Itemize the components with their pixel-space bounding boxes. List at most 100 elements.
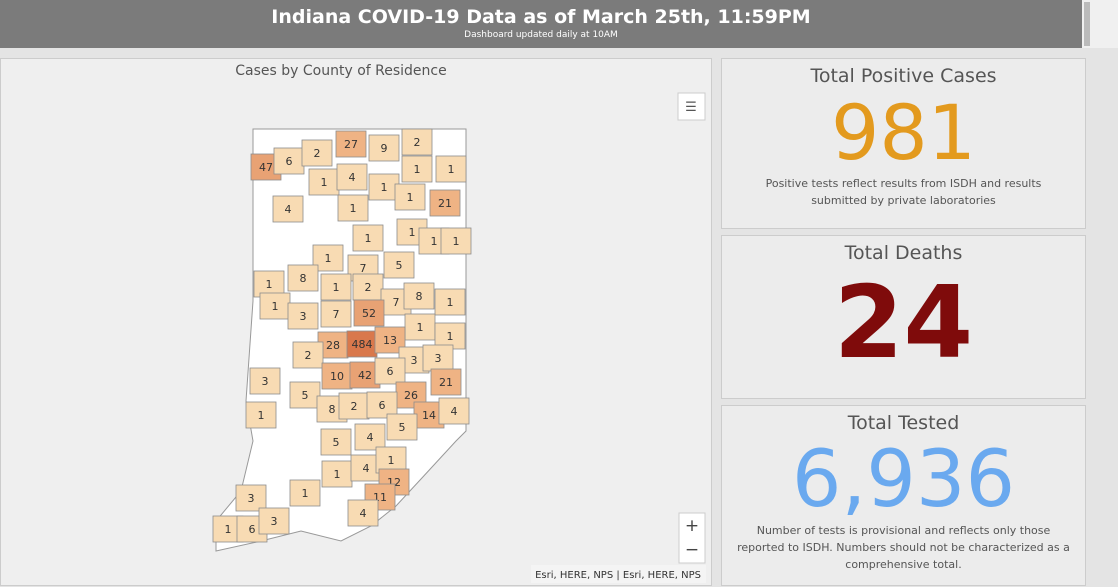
county-label: 4	[360, 507, 367, 520]
county-label: 21	[438, 197, 452, 210]
county-label: 1	[334, 468, 341, 481]
county	[386, 413, 418, 441]
county-label: 1	[365, 232, 372, 245]
county-label: 28	[326, 339, 340, 352]
card: Total Tested 6,936 Number of tests is pr…	[721, 405, 1086, 586]
header-title: Indiana COVID-19 Data as of March 25th, …	[271, 6, 811, 28]
county-label: 4	[285, 203, 292, 216]
legend-button[interactable]	[677, 92, 706, 121]
county	[235, 484, 267, 512]
county	[301, 139, 333, 167]
legend-icon: ☰	[685, 100, 697, 115]
county	[383, 251, 415, 279]
county-label: 1	[453, 235, 460, 248]
county	[374, 357, 406, 385]
county-label: 7	[360, 262, 367, 275]
map-panel: Cases by County of Residence 47 6 2 27 9 2 1 4 1…	[0, 58, 712, 586]
county-label: 5	[333, 436, 340, 449]
county-label: 27	[344, 138, 358, 151]
county	[273, 147, 305, 175]
county-label: 1	[333, 281, 340, 294]
card-title: Total Tested	[847, 412, 960, 434]
county	[337, 194, 369, 222]
county	[336, 163, 368, 191]
county	[259, 292, 291, 320]
county	[321, 362, 353, 390]
county-label: 4	[451, 405, 458, 418]
county	[335, 130, 367, 158]
county-label: 2	[351, 400, 358, 413]
county-label: 2	[305, 349, 312, 362]
map-title: Cases by County of Residence	[235, 63, 446, 79]
card-number: 6,936	[791, 435, 1016, 525]
county-label: 21	[439, 376, 453, 389]
county-label: 3	[411, 354, 418, 367]
county	[368, 134, 400, 162]
county	[289, 479, 321, 507]
county	[429, 189, 461, 217]
card: Total Positive Cases 981 Positive tests …	[721, 58, 1086, 229]
card-note: Number of tests is provisional and refle…	[737, 524, 1070, 571]
county-label: 8	[300, 272, 307, 285]
county	[346, 330, 378, 358]
county	[245, 401, 277, 429]
county-label: 4	[363, 462, 370, 475]
county-label: 1	[350, 202, 357, 215]
county-label: 26	[404, 389, 418, 402]
county-label: 1	[414, 163, 421, 176]
county-label: 6	[249, 523, 256, 536]
county-label: 2	[365, 281, 372, 294]
county-label: 1	[409, 226, 416, 239]
scrollbar[interactable]	[1082, 0, 1118, 48]
county	[249, 367, 281, 395]
county	[320, 300, 352, 328]
county	[430, 368, 462, 396]
county-label: 1	[381, 181, 388, 194]
attribution-bg	[531, 565, 706, 583]
county-label: 1	[388, 454, 395, 467]
zoom-in[interactable]: +	[685, 516, 699, 536]
county-label: 1	[258, 409, 265, 422]
card-number: 981	[830, 88, 977, 177]
county-label: 2	[314, 147, 321, 160]
county-label: 14	[422, 409, 436, 422]
county-label: 7	[393, 296, 400, 309]
county-label: 47	[259, 161, 273, 174]
card: Total Deaths 24	[721, 235, 1086, 399]
county-label: 42	[358, 369, 372, 382]
county	[287, 302, 319, 330]
card-title: Total Positive Cases	[810, 65, 997, 87]
attribution: Esri, HERE, NPS | Esri, HERE, NPS	[535, 570, 701, 581]
county-label: 3	[435, 352, 442, 365]
county	[435, 155, 467, 183]
county-label: 1	[272, 300, 279, 313]
county	[354, 423, 386, 451]
county	[404, 313, 436, 341]
county	[403, 282, 435, 310]
card-title: Total Deaths	[844, 242, 963, 264]
county-label: 5	[302, 389, 309, 402]
county-label: 6	[387, 365, 394, 378]
county-label: 9	[381, 142, 388, 155]
county-label: 3	[300, 310, 307, 323]
county	[320, 428, 352, 456]
county-label: 1	[448, 163, 455, 176]
county-label: 5	[396, 259, 403, 272]
county	[287, 264, 319, 292]
county-label: 3	[262, 375, 269, 388]
county	[353, 299, 385, 327]
zoom-out[interactable]: −	[685, 540, 699, 560]
county-label: 1	[447, 296, 454, 309]
county-label: 1	[325, 252, 332, 265]
county-label: 484	[352, 338, 373, 351]
county	[289, 381, 321, 409]
county	[258, 507, 290, 535]
county	[352, 224, 384, 252]
county	[438, 397, 470, 425]
card-number: 24	[833, 264, 974, 381]
county	[434, 288, 466, 316]
county-label: 1	[431, 235, 438, 248]
header-subtitle: Dashboard updated daily at 10AM	[464, 30, 618, 40]
county-label: 10	[330, 370, 344, 383]
